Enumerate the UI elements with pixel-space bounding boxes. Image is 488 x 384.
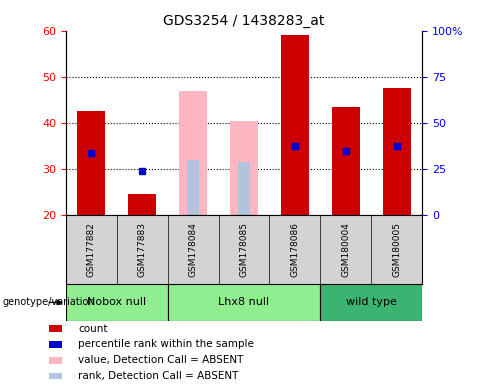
Bar [332, 107, 360, 215]
Bar [77, 111, 105, 215]
Bar [168, 284, 320, 321]
Bar [281, 35, 309, 215]
Bar [230, 121, 258, 215]
Bar [187, 160, 200, 215]
Text: count: count [78, 324, 107, 334]
Bar [383, 88, 411, 215]
Bar [320, 284, 422, 321]
Bar [66, 284, 168, 321]
Text: genotype/variation: genotype/variation [2, 297, 95, 308]
Title: GDS3254 / 1438283_at: GDS3254 / 1438283_at [163, 14, 325, 28]
Text: GSM177882: GSM177882 [87, 222, 96, 277]
Bar [238, 162, 250, 215]
Bar [179, 91, 207, 215]
Text: rank, Detection Call = ABSENT: rank, Detection Call = ABSENT [78, 371, 239, 381]
Text: GSM180005: GSM180005 [392, 222, 401, 277]
Text: GSM178086: GSM178086 [290, 222, 300, 277]
Text: Nobox null: Nobox null [87, 297, 146, 308]
Text: value, Detection Call = ABSENT: value, Detection Call = ABSENT [78, 355, 244, 365]
Text: GSM178084: GSM178084 [188, 222, 198, 277]
Text: percentile rank within the sample: percentile rank within the sample [78, 339, 254, 349]
Bar [128, 194, 156, 215]
Text: GSM178085: GSM178085 [240, 222, 248, 277]
Bar [49, 325, 62, 332]
Text: wild type: wild type [346, 297, 397, 308]
Text: Lhx8 null: Lhx8 null [219, 297, 269, 308]
Bar [49, 357, 62, 364]
Text: GSM180004: GSM180004 [341, 222, 350, 277]
Text: GSM177883: GSM177883 [138, 222, 147, 277]
Bar [49, 373, 62, 379]
Bar [49, 341, 62, 348]
